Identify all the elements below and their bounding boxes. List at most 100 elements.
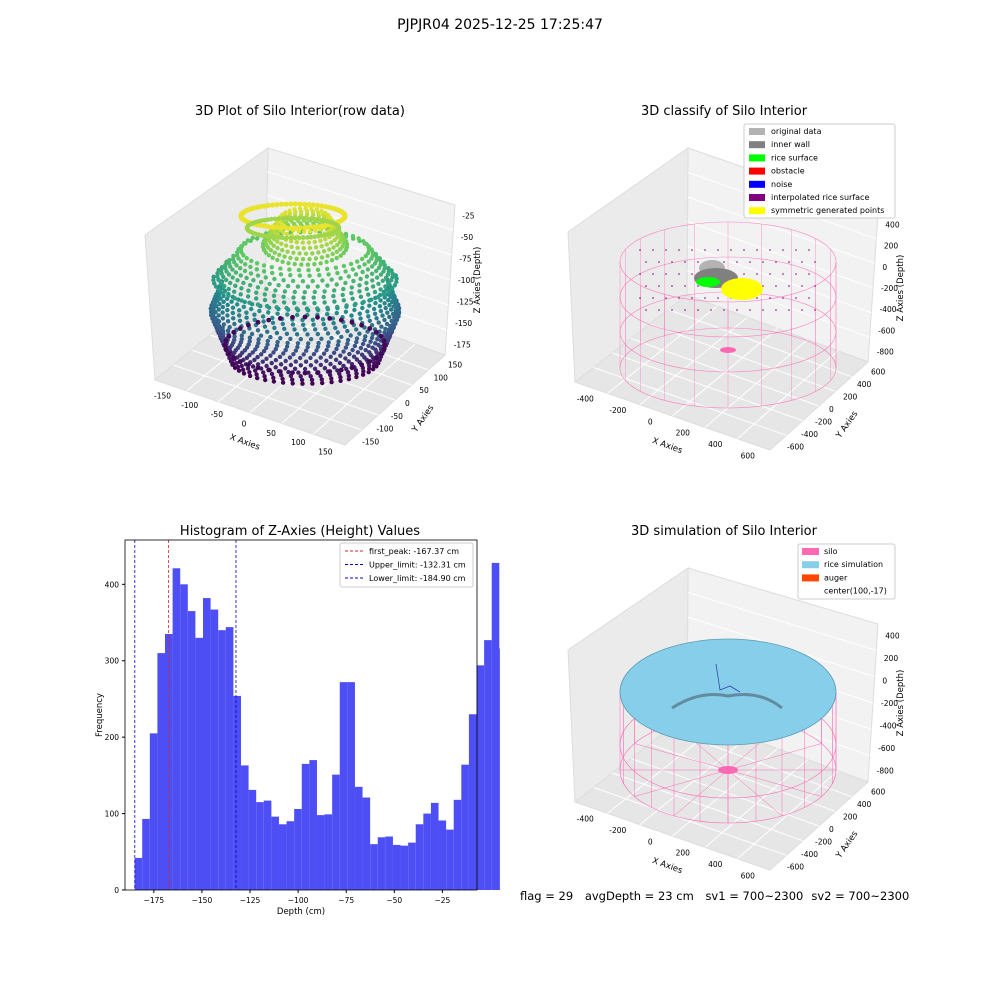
raw-data-point — [306, 370, 311, 375]
raw-data-point — [254, 290, 259, 295]
histogram-x-tick-label: −25 — [434, 896, 450, 905]
interpolated-surface-point — [665, 249, 667, 251]
raw-data-point — [265, 234, 271, 239]
raw-data-point — [289, 244, 294, 250]
raw-data-point — [369, 256, 374, 261]
simulation-plot-title: 3D simulation of Silo Interior — [631, 524, 817, 539]
raw-data-point — [302, 301, 307, 306]
interpolated-surface-point — [736, 309, 738, 311]
interpolated-surface-point — [658, 309, 660, 311]
raw-data-point — [230, 256, 236, 262]
raw-data-point — [262, 217, 267, 223]
raw-data-point — [295, 344, 300, 350]
raw-data-point — [251, 278, 256, 283]
raw-data-point — [273, 365, 278, 370]
interpolated-surface-point — [808, 249, 810, 251]
simulation-z-tick-label: 400 — [885, 631, 900, 640]
raw-data-point — [394, 279, 399, 285]
raw-data-point — [282, 289, 288, 294]
raw-data-point — [362, 262, 367, 267]
raw-data-point — [311, 295, 316, 300]
histogram-x-axis-label: Depth (cm) — [277, 907, 325, 917]
interpolated-surface-point — [717, 249, 719, 251]
raw-data-point — [283, 210, 288, 215]
raw-data-point — [263, 275, 268, 280]
raw-data-point — [341, 286, 346, 292]
avg-depth-value: avgDepth = 23 cm — [584, 889, 694, 903]
interpolated-surface-point — [795, 273, 797, 275]
raw-data-point — [325, 331, 331, 336]
raw-z-tick-label: -175 — [454, 340, 471, 349]
classify-y-tick-label: -600 — [787, 443, 804, 452]
raw-data-point — [274, 305, 279, 310]
histogram-legend-label: Lower_limit: -184.90 cm — [369, 574, 466, 583]
simulation-legend-label: rice simulation — [824, 560, 883, 569]
raw-data-point — [341, 250, 346, 256]
simulation-3d-plot: -400 -200 0 200 400 600 -600 -400 -200 0 200 400 600… — [567, 543, 906, 880]
raw-data-point — [225, 328, 231, 333]
raw-data-point — [289, 219, 294, 224]
raw-data-point — [306, 341, 311, 346]
raw-data-point — [244, 275, 249, 281]
raw-data-point — [295, 245, 300, 250]
histogram-bar — [476, 665, 485, 890]
sv1-value: sv1 = 700~2300 — [705, 889, 804, 903]
raw-data-point — [281, 294, 286, 299]
raw-data-point — [343, 231, 349, 237]
raw-data-point — [213, 284, 219, 289]
raw-data-point — [294, 332, 300, 337]
raw-data-point — [372, 261, 378, 266]
raw-data-point — [235, 278, 240, 283]
interpolated-surface-point — [808, 297, 810, 299]
raw-data-point — [252, 317, 257, 322]
raw-data-point — [290, 322, 296, 327]
histogram-x-tick-label: −100 — [288, 896, 309, 905]
raw-data-point — [225, 319, 231, 324]
raw-data-point — [360, 341, 366, 347]
raw-data-point — [302, 314, 308, 320]
raw-data-point — [242, 268, 248, 274]
raw-data-point — [268, 334, 273, 340]
raw-x-tick-label: 0 — [242, 420, 247, 429]
raw-data-point — [303, 359, 309, 364]
classify-legend-swatch — [749, 154, 765, 162]
raw-data-point — [248, 264, 253, 270]
raw-data-point — [222, 283, 227, 289]
raw-data-point — [354, 374, 359, 380]
raw-data-point — [265, 202, 271, 208]
raw-data-point — [235, 364, 241, 370]
raw-data-point — [343, 269, 348, 274]
raw-data-point — [376, 342, 381, 348]
raw-data-point — [327, 369, 333, 374]
raw-data-point — [354, 357, 360, 362]
raw-data-point — [272, 276, 277, 282]
histogram-bar — [484, 640, 492, 890]
raw-data-point — [341, 363, 346, 369]
raw-data-point — [382, 301, 387, 306]
interpolated-surface-point — [730, 249, 732, 251]
raw-data-point — [313, 256, 319, 261]
raw-z-axis-label: Z Axies (Depth) — [473, 247, 483, 314]
raw-data-point — [343, 280, 348, 286]
raw-data-point — [333, 357, 339, 362]
raw-data-point — [329, 335, 334, 341]
rice-surface-cluster — [696, 277, 720, 287]
raw-data-point — [357, 311, 362, 316]
simulation-z-tick-label: -200 — [881, 699, 898, 708]
raw-data-point — [319, 208, 324, 214]
raw-data-point — [250, 350, 255, 355]
raw-x-tick-label: 150 — [318, 447, 333, 456]
interpolated-surface-point — [652, 273, 654, 275]
raw-data-point — [372, 311, 378, 316]
interpolated-surface-point — [788, 261, 790, 263]
raw-data-point — [377, 304, 383, 309]
raw-data-point — [351, 278, 356, 284]
raw-data-point — [244, 315, 249, 320]
raw-data-point — [343, 356, 348, 361]
raw-data-point — [265, 338, 270, 344]
raw-data-point — [259, 352, 264, 357]
raw-data-point — [354, 371, 359, 376]
raw-data-point — [367, 366, 372, 371]
raw-x-axis-label: X Axies — [228, 433, 261, 453]
interpolated-surface-point — [645, 261, 647, 263]
